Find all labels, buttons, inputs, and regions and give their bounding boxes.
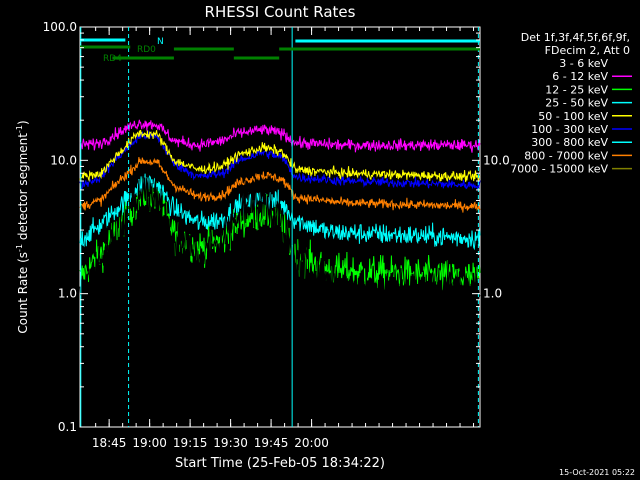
footer-date: 15-Oct-2021 05:22	[559, 468, 635, 477]
plot-frame	[79, 26, 481, 428]
y-tick-label-right: 10.0	[483, 153, 510, 167]
series-line-7	[79, 156, 481, 213]
legend: Det 1f,3f,4f,5f,6f,9f,FDecim 2, Att 03 -…	[510, 31, 632, 176]
legend-entry-label: 25 - 50 keV	[545, 97, 608, 110]
flag-label-rd0: RD0	[137, 45, 156, 55]
legend-entry-label: 50 - 100 keV	[538, 110, 608, 123]
y-tick-label-right: 1.0	[483, 287, 502, 301]
chart-title: RHESSI Count Rates	[205, 3, 356, 21]
flag-label-n: N	[157, 37, 164, 47]
x-tick-label: 20:00	[294, 436, 329, 450]
legend-header-line: FDecim 2, Att 0	[545, 44, 630, 57]
series-line-1	[79, 119, 481, 153]
x-tick-label: 19:00	[132, 436, 167, 450]
y-tick-label: 0.1	[58, 420, 77, 434]
legend-entry-label: 6 - 12 keV	[552, 70, 608, 83]
data-series-layer	[79, 119, 481, 325]
y-axis-label: Count Rate (s-1 detector segment-1)	[15, 120, 30, 333]
x-tick-label: 19:15	[173, 436, 208, 450]
x-axis-label: Start Time (25-Feb-05 18:34:22)	[175, 456, 385, 471]
x-tick-label: 19:30	[213, 436, 248, 450]
series-line-0	[79, 173, 481, 325]
series-line-4	[79, 129, 481, 183]
x-tick-label: 19:45	[254, 436, 289, 450]
axes-layer: 18:45 19:00 19:15 19:30 19:45 20:00 100.0 10.0 1…	[43, 20, 510, 450]
legend-entry-label: 800 - 7000 keV	[524, 149, 608, 162]
legend-entry-label: 12 - 25 keV	[545, 83, 608, 96]
flag-label-rd4: RD4	[103, 54, 122, 64]
y-tick-label: 10.0	[50, 153, 77, 167]
y-tick-label: 1.0	[58, 287, 77, 301]
legend-header-line: Det 1f,3f,4f,5f,6f,9f,	[521, 31, 630, 44]
legend-entry-label: 300 - 800 keV	[531, 136, 608, 149]
x-tick-label: 18:45	[92, 436, 127, 450]
legend-entry-label: 100 - 300 keV	[531, 123, 608, 136]
series-line-5	[79, 130, 481, 191]
legend-entry-label: 7000 - 15000 keV	[510, 163, 608, 176]
legend-entry-label: 3 - 6 keV	[559, 57, 608, 70]
y-tick-label: 100.0	[43, 20, 77, 34]
